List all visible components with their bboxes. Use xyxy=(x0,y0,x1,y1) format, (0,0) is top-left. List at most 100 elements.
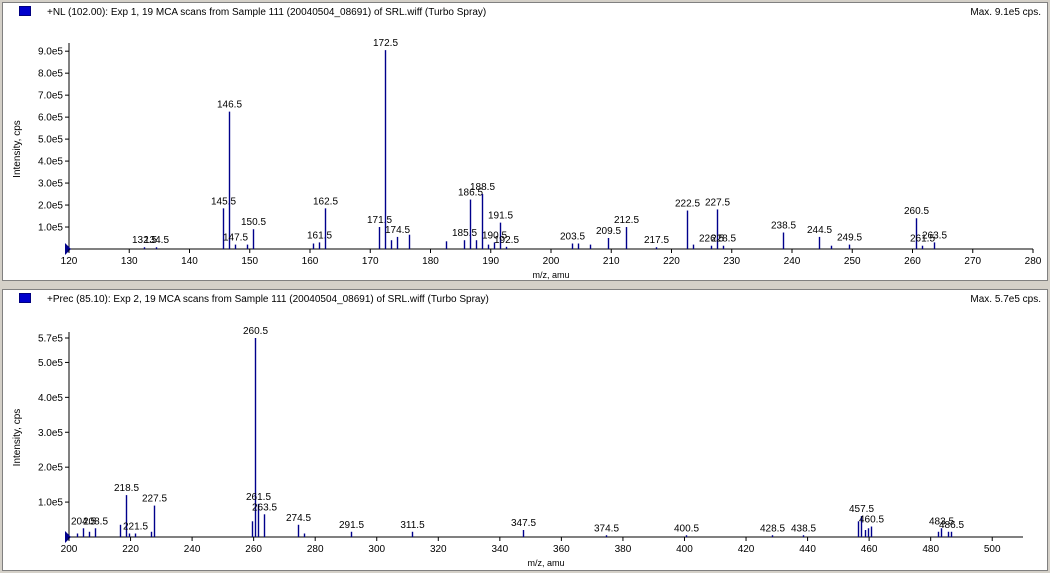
peak-label: 261.5 xyxy=(246,492,271,503)
selection-marker-icon[interactable] xyxy=(19,293,31,303)
peak-label: 204.5 xyxy=(71,516,96,527)
peak-label: 217.5 xyxy=(644,235,669,246)
peak-label: 150.5 xyxy=(241,217,266,228)
origin-arrow-icon xyxy=(65,531,71,543)
x-tick-label: 220 xyxy=(663,256,680,267)
peak-label: 374.5 xyxy=(594,523,619,534)
x-tick-label: 270 xyxy=(964,256,981,267)
peak-label: 263.5 xyxy=(252,502,277,513)
peak-label: 263.5 xyxy=(922,230,947,241)
peak-label: 212.5 xyxy=(614,215,639,226)
x-tick-label: 250 xyxy=(844,256,861,267)
selection-marker-icon[interactable] xyxy=(19,6,31,16)
peak-label: 134.5 xyxy=(144,235,169,246)
x-tick-label: 180 xyxy=(422,256,439,267)
peak-label: 145.5 xyxy=(211,196,236,207)
x-axis-label: m/z, amu xyxy=(527,558,564,568)
x-axis-label: m/z, amu xyxy=(532,270,569,280)
peak-label: 483.5 xyxy=(929,516,954,527)
x-tick-label: 200 xyxy=(543,256,560,267)
y-tick-label: 2.0e5 xyxy=(38,463,63,474)
y-tick-label: 1.0e5 xyxy=(38,498,63,509)
peak-label: 428.5 xyxy=(760,523,785,534)
x-tick-label: 280 xyxy=(307,544,324,555)
x-tick-label: 500 xyxy=(984,544,1001,555)
peak-label: 227.5 xyxy=(705,197,730,208)
y-tick-label: 4.0e5 xyxy=(38,393,63,404)
spectrum-panel-top: +NL (102.00): Exp 1, 19 MCA scans from S… xyxy=(2,2,1048,281)
spectrum-panel-bottom: +Prec (85.10): Exp 2, 19 MCA scans from … xyxy=(2,289,1048,571)
peak-label: 274.5 xyxy=(286,513,311,524)
y-axis-label: Intensity, cps xyxy=(12,120,23,178)
peak-label: 347.5 xyxy=(511,518,536,529)
peak-label: 486.5 xyxy=(939,520,964,531)
x-tick-label: 320 xyxy=(430,544,447,555)
x-tick-label: 220 xyxy=(122,544,139,555)
peak-label: 221.5 xyxy=(123,522,148,533)
spectrum-chart-bottom[interactable]: 200 220 240 260 280 300 320 340 360 380 400 420 440 4… xyxy=(3,290,1047,570)
peak-label: 188.5 xyxy=(470,182,495,193)
spectrum-chart-top[interactable]: 120 130 140 150 160 170 180 190 200 210 220 230 240 2… xyxy=(3,3,1047,280)
y-tick-label: 9.0e5 xyxy=(38,47,63,58)
peak-label: 260.5 xyxy=(904,206,929,217)
peak-label: 209.5 xyxy=(596,226,621,237)
x-tick-label: 480 xyxy=(922,544,939,555)
y-axis-label: Intensity, cps xyxy=(12,409,23,467)
x-tick-label: 240 xyxy=(784,256,801,267)
peak-label: 261.5 xyxy=(910,234,935,245)
x-tick-label: 210 xyxy=(603,256,620,267)
peak-label: 147.5 xyxy=(223,233,248,244)
peak-label: 244.5 xyxy=(807,225,832,236)
peak-label: 260.5 xyxy=(243,326,268,337)
peak-label: 311.5 xyxy=(400,520,425,531)
y-tick-label: 3.0e5 xyxy=(38,179,63,190)
y-tick-label: 5.0e5 xyxy=(38,135,63,146)
peak-label: 218.5 xyxy=(114,483,139,494)
y-tick-label: 7.0e5 xyxy=(38,91,63,102)
x-tick-label: 190 xyxy=(482,256,499,267)
max-intensity-label: Max. 9.1e5 cps. xyxy=(970,7,1041,18)
peak-label: 174.5 xyxy=(385,225,410,236)
x-tick-label: 360 xyxy=(553,544,570,555)
peak-label: 146.5 xyxy=(217,100,242,111)
y-tick-label: 1.0e5 xyxy=(38,223,63,234)
peak-label: 185.5 xyxy=(452,228,477,239)
peak-label: 162.5 xyxy=(313,196,338,207)
peak-label: 203.5 xyxy=(560,232,585,243)
x-tick-label: 340 xyxy=(491,544,508,555)
peak-label: 291.5 xyxy=(339,520,364,531)
peak-label: 190.5 xyxy=(482,230,507,241)
peak-label: 172.5 xyxy=(373,38,398,49)
x-tick-label: 440 xyxy=(799,544,816,555)
panel-title: +NL (102.00): Exp 1, 19 MCA scans from S… xyxy=(47,7,487,18)
x-tick-label: 420 xyxy=(738,544,755,555)
x-tick-label: 120 xyxy=(61,256,78,267)
peak-label: 460.5 xyxy=(859,515,884,526)
x-tick-label: 400 xyxy=(676,544,693,555)
peak-label: 222.5 xyxy=(675,199,700,210)
peak-label: 171.5 xyxy=(367,215,392,226)
x-tick-label: 260 xyxy=(245,544,262,555)
max-intensity-label: Max. 5.7e5 cps. xyxy=(970,294,1041,305)
peak-label: 192.5 xyxy=(494,235,519,246)
x-tick-label: 240 xyxy=(184,544,201,555)
origin-arrow-icon xyxy=(65,243,71,255)
x-tick-label: 230 xyxy=(723,256,740,267)
peak-label: 438.5 xyxy=(791,523,816,534)
peak-label: 457.5 xyxy=(849,504,874,515)
peak-label: 161.5 xyxy=(307,230,332,241)
y-tick-label: 5.7e5 xyxy=(38,334,63,345)
x-tick-label: 460 xyxy=(861,544,878,555)
x-tick-label: 380 xyxy=(615,544,632,555)
y-tick-label: 2.0e5 xyxy=(38,201,63,212)
x-tick-label: 160 xyxy=(302,256,319,267)
peak-label: 208.5 xyxy=(83,516,108,527)
y-tick-label: 6.0e5 xyxy=(38,113,63,124)
y-tick-label: 8.0e5 xyxy=(38,69,63,80)
panel-title: +Prec (85.10): Exp 2, 19 MCA scans from … xyxy=(47,294,489,305)
peak-label: 227.5 xyxy=(142,494,167,505)
x-tick-label: 170 xyxy=(362,256,379,267)
peak-label: 400.5 xyxy=(674,523,699,534)
peak-label: 249.5 xyxy=(837,233,862,244)
peak-label: 238.5 xyxy=(771,221,796,232)
